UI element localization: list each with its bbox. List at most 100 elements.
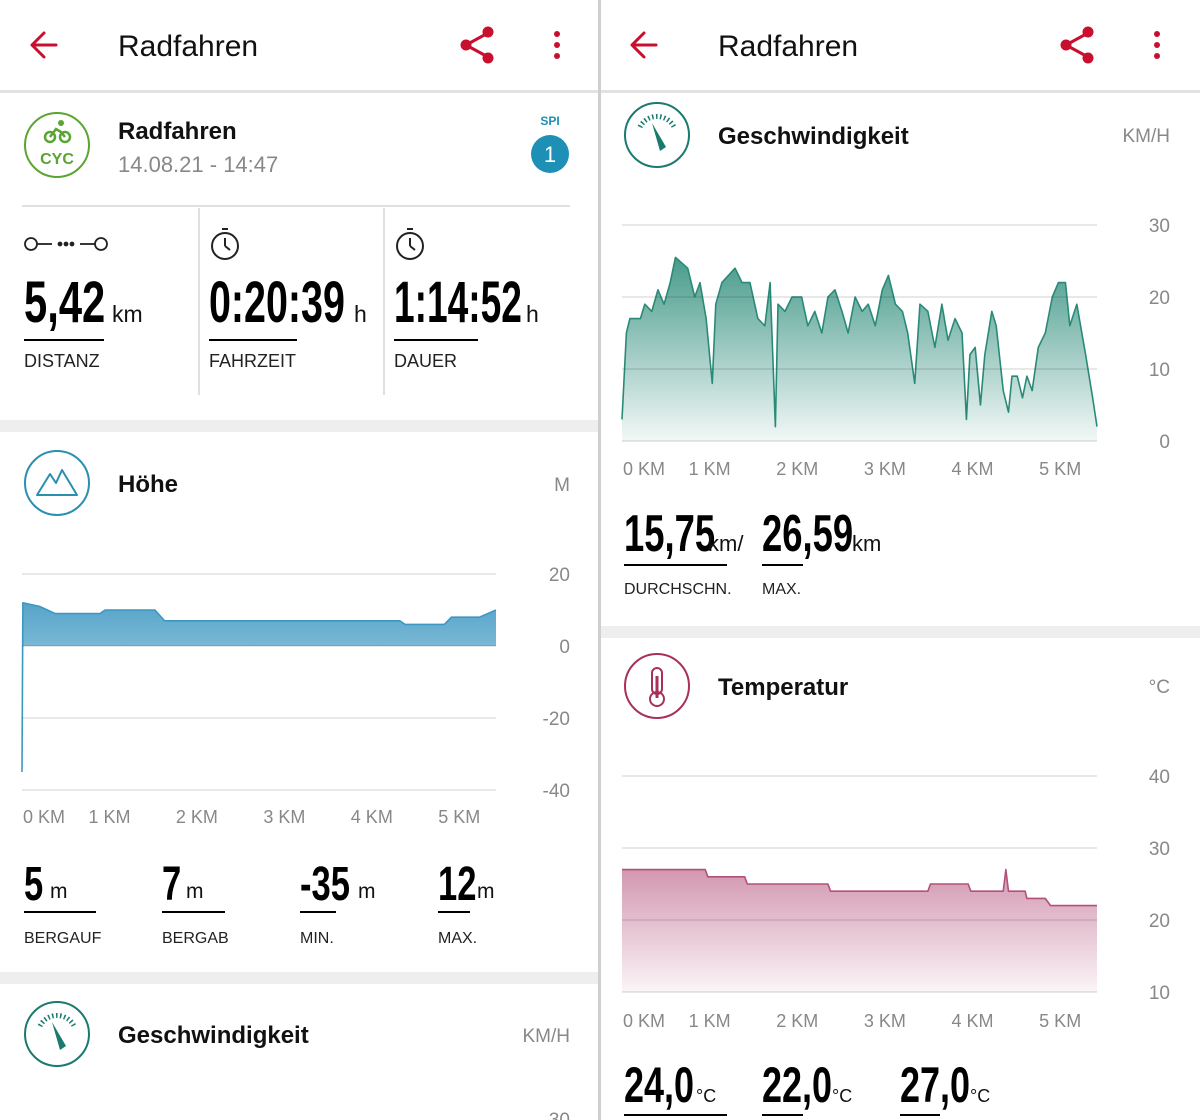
stat-value: 26,59 xyxy=(762,503,853,562)
area-fill xyxy=(22,602,496,772)
x-tick-label: 4 KM xyxy=(952,1011,994,1031)
stat-unit: km xyxy=(112,301,143,327)
section-separator xyxy=(601,626,1200,638)
stat-label: DISTANZ xyxy=(24,351,100,371)
stat-label: MIN. xyxy=(300,930,334,947)
speed-icon xyxy=(624,102,690,168)
activity-name: Radfahren xyxy=(118,118,237,145)
x-tick-label: 0 KM xyxy=(23,807,65,827)
stat-unit: m xyxy=(358,880,376,903)
stat-value: 0:20:39 xyxy=(209,269,345,334)
stat-label: BERGAUF xyxy=(24,930,102,947)
x-tick-label: 2 KM xyxy=(176,807,218,827)
card-title: Geschwindigkeit xyxy=(118,1022,309,1049)
activity-icon xyxy=(24,112,90,178)
app-bar: Radfahren xyxy=(0,0,598,93)
stat-value: 1:14:52 xyxy=(394,271,522,335)
spi-value: 1 xyxy=(544,142,556,167)
card-unit: KM/H xyxy=(523,1026,571,1047)
y-tick-label: 10 xyxy=(1149,983,1170,1004)
temperature-icon xyxy=(624,653,690,719)
spi-label: SPI xyxy=(540,114,559,128)
x-tick-label: 5 KM xyxy=(1039,459,1081,479)
share-button[interactable] xyxy=(460,26,494,64)
speed-card-partial: Geschwindigkeit KM/H 30 xyxy=(24,1001,571,1120)
stat-unit: km/ xyxy=(708,531,744,556)
stat-unit: h xyxy=(354,301,367,327)
stat-value: 27,0 xyxy=(900,1058,970,1113)
x-tick-label: 3 KM xyxy=(263,807,305,827)
x-tick-label: 0 KM xyxy=(623,1011,665,1031)
share-button[interactable] xyxy=(1060,26,1094,64)
y-tick-label: 30 xyxy=(1149,216,1170,237)
speed-icon xyxy=(37,1012,77,1028)
y-tick-label: -20 xyxy=(543,709,570,730)
chart-title: Höhe xyxy=(118,471,178,498)
y-tick-label: 10 xyxy=(1149,360,1170,381)
share-icon xyxy=(1082,52,1094,64)
share-icon xyxy=(482,26,494,38)
altitude-icon xyxy=(36,469,78,496)
stopwatch-icon xyxy=(396,228,424,260)
speed-icon xyxy=(24,1001,90,1067)
speed-icon xyxy=(637,113,677,129)
speed-icon xyxy=(52,1022,66,1050)
menu-dot xyxy=(554,53,560,59)
distance-icon xyxy=(24,237,108,251)
back-button[interactable] xyxy=(630,31,658,59)
y-tick-label: 0 xyxy=(1159,432,1170,453)
area-line xyxy=(622,868,1097,907)
y-tick-label: -40 xyxy=(543,781,570,802)
chart-title: Geschwindigkeit xyxy=(718,123,909,150)
stat-label: DAUER xyxy=(394,351,457,371)
x-tick-label: 5 KM xyxy=(438,807,480,827)
altitude-card: Höhe M 5 m BERGAUF 7 m BERGAB -35 m MIN.… xyxy=(24,450,570,947)
menu-dot xyxy=(554,42,560,48)
stopwatch-icon xyxy=(211,228,239,260)
stat-value: 15,75 xyxy=(624,503,715,562)
x-tick-label: 3 KM xyxy=(864,459,906,479)
x-tick-label: 2 KM xyxy=(776,459,818,479)
stat-label: DURCHSCHN. xyxy=(624,581,732,598)
x-tick-label: 2 KM xyxy=(776,1011,818,1031)
menu-button[interactable] xyxy=(554,31,560,59)
back-button[interactable] xyxy=(30,31,58,59)
y-tick-label: 20 xyxy=(1149,911,1170,932)
stat-value: 24,0 xyxy=(624,1058,694,1113)
stat-unit: km xyxy=(852,531,881,556)
x-tick-label: 4 KM xyxy=(351,807,393,827)
y-tick-label: 0 xyxy=(559,637,570,658)
menu-dot xyxy=(1154,53,1160,59)
stat-value: 5 xyxy=(24,856,43,910)
x-tick-label: 0 KM xyxy=(623,459,665,479)
y-tick-label: 30 xyxy=(1149,839,1170,860)
x-tick-label: 5 KM xyxy=(1039,1011,1081,1031)
menu-button[interactable] xyxy=(1154,31,1160,59)
area-fill xyxy=(622,869,1097,992)
stat-label: FAHRZEIT xyxy=(209,351,296,371)
section-separator xyxy=(0,972,598,984)
panel-divider xyxy=(598,0,601,1120)
x-tick-label: 1 KM xyxy=(689,459,731,479)
activity-card: CYC Radfahren 14.08.21 - 14:47 SPI 1 5,4… xyxy=(22,112,570,395)
menu-dot xyxy=(554,31,560,37)
stat-value: 22,0 xyxy=(762,1058,832,1113)
y-tick-label: 20 xyxy=(1149,288,1170,309)
y-tick-label: 30 xyxy=(549,1110,570,1120)
activity-icon-text: CYC xyxy=(40,151,74,168)
app-bar-shadow xyxy=(601,90,1200,93)
stat-unit: m xyxy=(186,880,204,903)
speed-card: Geschwindigkeit KM/H 15,75 km/ DURCHSCHN… xyxy=(624,102,1171,598)
stat-value: 7 xyxy=(162,856,181,910)
app-bar-title: Radfahren xyxy=(718,30,858,63)
stat-unit: m xyxy=(50,880,68,903)
area-line xyxy=(21,602,497,773)
altitude-icon xyxy=(24,450,90,516)
chart-unit: KM/H xyxy=(1123,126,1171,147)
stat-value: 12 xyxy=(438,856,476,910)
stat-unit: °C xyxy=(832,1086,852,1106)
chart-unit: °C xyxy=(1149,677,1170,698)
stat-value: -35 xyxy=(300,856,350,910)
area-line xyxy=(621,256,1098,428)
activity-icon xyxy=(58,130,72,144)
